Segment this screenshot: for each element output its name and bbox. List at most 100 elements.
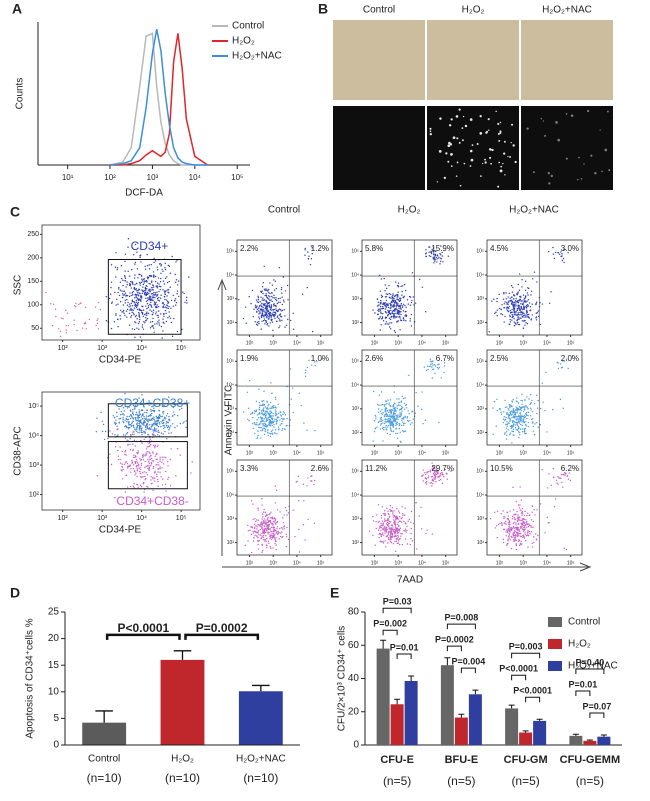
event-dot xyxy=(519,408,522,411)
y-tick-label: 50 xyxy=(31,325,39,332)
event-dot xyxy=(430,252,433,255)
event-dot xyxy=(289,419,292,421)
event-dot xyxy=(389,427,391,429)
event-dot xyxy=(269,410,271,412)
event-dot xyxy=(400,297,402,300)
event-dot xyxy=(421,286,424,289)
event-dot xyxy=(261,400,264,403)
event-dot xyxy=(310,475,312,478)
event-dot xyxy=(275,411,277,413)
significance-bracket xyxy=(446,623,476,630)
event-dot xyxy=(400,313,402,316)
event-dot xyxy=(375,416,377,418)
fluorescence-image xyxy=(521,106,613,190)
event-dot xyxy=(156,434,159,436)
y-tick-label: 10² xyxy=(227,430,235,436)
event-dot xyxy=(400,319,403,322)
event-dot xyxy=(282,418,284,420)
event-dot xyxy=(271,424,273,427)
event-dot xyxy=(264,294,266,297)
event-dot xyxy=(286,424,288,427)
event-dot xyxy=(395,516,397,519)
event-dot xyxy=(530,526,532,528)
event-dot xyxy=(424,311,427,313)
event-dot xyxy=(550,291,552,293)
y-tick-label: 10² xyxy=(227,540,235,546)
event-dot xyxy=(274,412,277,414)
event-dot xyxy=(532,430,535,432)
event-dot xyxy=(269,322,271,324)
event-dot xyxy=(122,468,124,471)
event-dot xyxy=(185,426,187,429)
event-dot xyxy=(263,407,265,409)
event-dot xyxy=(272,530,274,533)
y-tick-label: 10² xyxy=(477,430,485,436)
event-dot xyxy=(375,520,377,523)
fluorescent-cell xyxy=(499,130,502,133)
event-dot xyxy=(394,331,397,334)
event-dot xyxy=(251,423,254,425)
event-dot xyxy=(126,316,128,318)
event-dot xyxy=(174,299,176,302)
event-dot xyxy=(130,433,132,436)
event-dot xyxy=(513,417,516,419)
event-dot xyxy=(157,305,160,308)
event-dot xyxy=(176,425,178,427)
event-dot xyxy=(402,512,404,515)
event-dot xyxy=(155,428,157,430)
event-dot xyxy=(124,292,127,294)
event-dot xyxy=(515,548,518,551)
legend-label: H₂O₂+NAC xyxy=(568,661,618,672)
event-dot xyxy=(381,528,384,530)
event-dot xyxy=(263,425,265,427)
event-dot xyxy=(518,529,520,531)
column-title: H₂O₂+NAC xyxy=(542,5,592,16)
quadrant-percent: 4.5% xyxy=(490,244,508,253)
event-dot xyxy=(377,301,380,304)
event-dot xyxy=(265,418,268,421)
event-dot xyxy=(153,304,155,306)
event-dot xyxy=(389,322,391,324)
event-dot xyxy=(148,445,151,447)
event-dot xyxy=(128,423,130,425)
event-dot xyxy=(158,322,160,324)
quadrant-percent: 2.6% xyxy=(311,464,329,473)
event-dot xyxy=(124,314,126,317)
event-dot xyxy=(280,411,282,414)
event-dot xyxy=(508,520,511,523)
event-dot xyxy=(507,415,510,417)
fluorescent-cell xyxy=(462,115,465,118)
event-dot xyxy=(113,321,116,323)
event-dot xyxy=(275,305,277,308)
event-dot xyxy=(431,377,434,379)
event-dot xyxy=(146,419,148,421)
event-dot xyxy=(270,309,272,311)
event-dot xyxy=(263,418,265,420)
x-tick-label: 10² xyxy=(496,450,504,456)
event-dot xyxy=(175,261,177,263)
event-dot xyxy=(272,297,274,299)
event-dot xyxy=(270,526,273,529)
event-dot xyxy=(164,416,166,419)
event-dot xyxy=(168,265,171,267)
event-dot xyxy=(258,406,261,409)
event-dot xyxy=(281,420,283,422)
event-dot xyxy=(150,475,152,478)
event-dot xyxy=(254,523,256,526)
event-dot xyxy=(434,478,436,481)
event-dot xyxy=(256,535,258,537)
event-dot xyxy=(158,285,161,288)
y-tick-label: 10⁵ xyxy=(226,469,234,475)
event-dot xyxy=(97,301,100,304)
event-dot xyxy=(434,254,437,256)
event-dot xyxy=(534,514,536,516)
event-dot xyxy=(492,433,494,436)
event-dot xyxy=(162,413,164,415)
x-tick-label: BFU-E xyxy=(445,754,479,766)
event-dot xyxy=(248,419,250,422)
event-dot xyxy=(262,297,264,299)
event-dot xyxy=(266,324,268,326)
y-tick-label: 10² xyxy=(352,540,360,546)
event-dot xyxy=(519,532,522,535)
event-dot xyxy=(523,414,526,417)
